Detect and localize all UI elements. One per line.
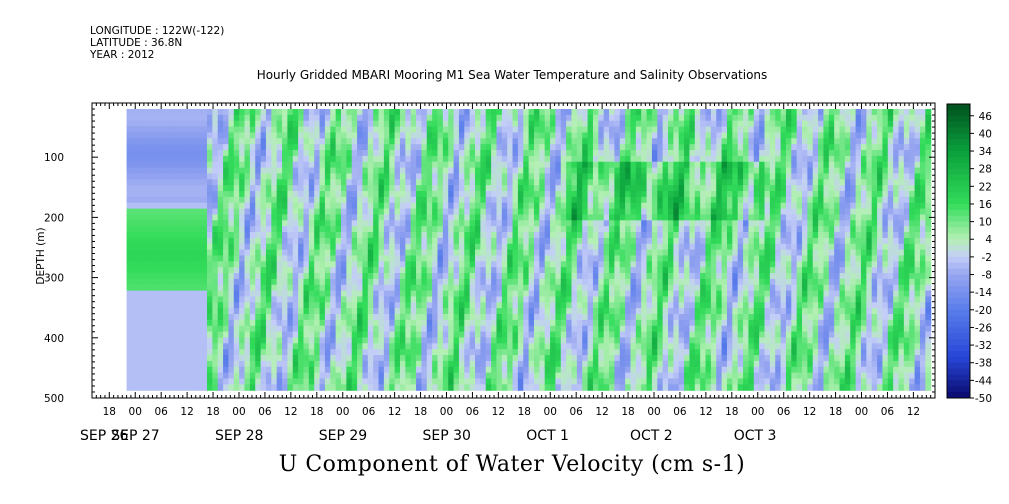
x-tick-label: 00 — [440, 406, 453, 418]
x-tick-label: 18 — [206, 406, 219, 418]
x-tick-label: 06 — [362, 406, 376, 418]
x-tick-label: 12 — [492, 406, 505, 418]
colorbar-label: 46 — [979, 111, 993, 123]
x-tick-label: 12 — [180, 406, 193, 418]
x-tick-label: 12 — [699, 406, 712, 418]
colorbar-label: -14 — [975, 287, 992, 299]
colorbar-label: -44 — [975, 375, 992, 387]
longitude-label: LONGITUDE : 122W(-122) — [90, 25, 225, 37]
y-tick-label: 400 — [44, 333, 64, 345]
x-tick-label: 12 — [907, 406, 920, 418]
x-tick-label: 06 — [777, 406, 791, 418]
y-tick-label: 300 — [44, 273, 64, 285]
x-tick-label: 00 — [855, 406, 868, 418]
colorbar-label: -38 — [975, 358, 992, 370]
x-tick-label: 18 — [725, 406, 738, 418]
x-date-label: SEP 27 — [111, 428, 159, 444]
x-tick-label: 18 — [310, 406, 323, 418]
x-tick-label: 12 — [595, 406, 608, 418]
x-date-label: SEP 28 — [215, 428, 263, 444]
x-tick-label: 18 — [829, 406, 842, 418]
x-tick-label: 06 — [673, 406, 687, 418]
x-tick-label: 12 — [803, 406, 816, 418]
colorbar-label: -2 — [982, 252, 992, 264]
x-date-label: SEP 30 — [422, 428, 470, 444]
axes: 18 00 06 12 18 00 06 12 18 00 06 12 18 00 06 12 18 00 06 12… — [44, 102, 936, 444]
x-tick-label: 12 — [284, 406, 297, 418]
x-tick-label: 06 — [258, 406, 272, 418]
colorbar-label: -50 — [975, 393, 992, 405]
x-tick-label: 18 — [414, 406, 427, 418]
plot-frame — [91, 102, 936, 399]
colorbar-label: 22 — [979, 181, 992, 193]
x-tick-label: 18 — [103, 406, 116, 418]
x-tick-label: 18 — [621, 406, 634, 418]
colorbar-label: 4 — [985, 234, 992, 246]
chart-title: Hourly Gridded MBARI Mooring M1 Sea Wate… — [256, 68, 768, 82]
x-date-label: OCT 1 — [526, 428, 569, 444]
x-tick-label: 18 — [518, 406, 531, 418]
x-date-label: SEP 29 — [319, 428, 367, 444]
x-tick-label: 06 — [154, 406, 168, 418]
x-tick-label: 00 — [647, 406, 660, 418]
colorbar-label: -8 — [982, 270, 992, 282]
y-tick-label: 100 — [44, 152, 64, 164]
y-tick-label: 200 — [44, 212, 64, 224]
colorbar-label: 16 — [979, 199, 993, 211]
colorbar-label: 28 — [979, 164, 992, 176]
x-tick-label: 00 — [544, 406, 557, 418]
colorbar-label: -26 — [975, 322, 992, 334]
x-date-label: SEP 26 — [80, 428, 129, 444]
year-label: YEAR : 2012 — [90, 49, 155, 61]
y-axis-title: DEPTH (m) — [35, 227, 47, 284]
x-tick-label: 00 — [336, 406, 349, 418]
x-tick-label: 06 — [881, 406, 895, 418]
colorbar-label: 40 — [979, 128, 992, 140]
colorbar: 46 40 34 28 22 16 10 4 -2 -8 -14 -20 -26 -32 -38 -44 -50 — [946, 103, 993, 405]
latitude-label: LATITUDE : 36.8N — [90, 37, 183, 49]
x-tick-label: 06 — [569, 406, 583, 418]
colorbar-label: 10 — [979, 217, 992, 229]
x-date-label: OCT 3 — [734, 428, 777, 444]
colorbar-label: -20 — [975, 305, 992, 317]
x-tick-label: 00 — [129, 406, 142, 418]
x-date-label: OCT 2 — [630, 428, 673, 444]
y-tick-label: 500 — [44, 393, 64, 405]
x-axis-title: U Component of Water Velocity (cm s-1) — [278, 452, 746, 477]
colorbar-label: 34 — [979, 146, 993, 158]
colorbar-frame — [946, 103, 971, 399]
colorbar-label: -32 — [975, 340, 992, 352]
x-tick-label: 06 — [466, 406, 480, 418]
x-tick-label: 00 — [232, 406, 245, 418]
x-tick-label: 12 — [388, 406, 401, 418]
x-tick-label: 00 — [751, 406, 764, 418]
heatmap-field — [126, 109, 932, 391]
